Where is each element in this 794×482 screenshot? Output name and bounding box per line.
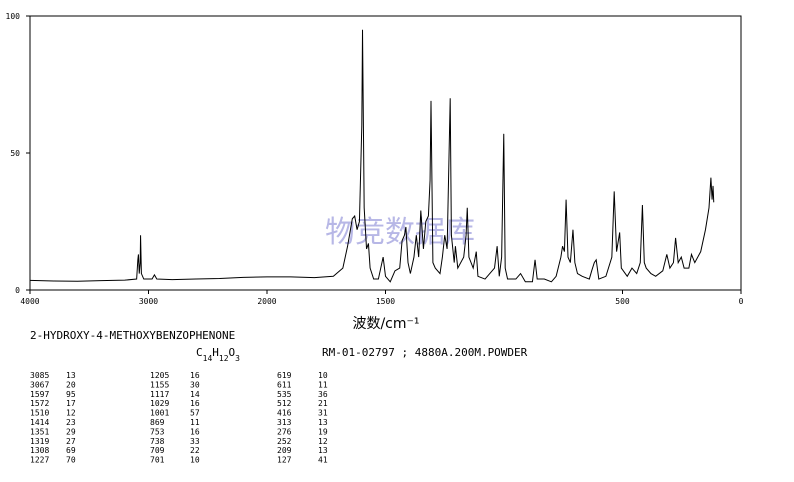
peak-wavenumber: 127 (277, 456, 292, 465)
peak-intensity: 36 (318, 390, 328, 399)
peak-wavenumber: 1510 (30, 409, 49, 418)
peak-intensity: 70 (66, 456, 76, 465)
peak-intensity: 69 (66, 446, 76, 455)
peak-wavenumber: 1414 (30, 418, 49, 427)
peak-intensity: 11 (318, 380, 328, 389)
peak-wavenumber: 869 (150, 418, 165, 427)
formula: C14H12O3 (196, 346, 240, 363)
peak-wavenumber: 1117 (150, 390, 169, 399)
peak-wavenumber: 1597 (30, 390, 49, 399)
peak-intensity: 16 (190, 427, 200, 436)
y-tick-label: 100 (6, 12, 21, 21)
peak-intensity: 12 (66, 409, 76, 418)
peak-intensity: 30 (190, 380, 200, 389)
peak-intensity: 23 (66, 418, 76, 427)
peak-wavenumber: 3085 (30, 371, 49, 380)
peak-intensity: 14 (190, 390, 200, 399)
peak-wavenumber: 709 (150, 446, 165, 455)
peak-intensity: 17 (66, 399, 76, 408)
peak-wavenumber: 1029 (150, 399, 169, 408)
peak-wavenumber: 3067 (30, 380, 49, 389)
peak-wavenumber: 1319 (30, 437, 49, 446)
peak-intensity: 57 (190, 409, 200, 418)
peak-wavenumber: 313 (277, 418, 292, 427)
peak-wavenumber: 701 (150, 456, 165, 465)
peak-intensity: 21 (318, 399, 328, 408)
x-tick-label: 3000 (139, 297, 158, 306)
x-tick-label: 1500 (376, 297, 395, 306)
y-tick-label: 50 (10, 149, 20, 158)
peak-wavenumber: 1227 (30, 456, 49, 465)
peak-wavenumber: 1308 (30, 446, 49, 455)
peak-intensity: 10 (190, 456, 200, 465)
compound-name: 2-HYDROXY-4-METHOXYBENZOPHENONE (30, 329, 235, 342)
sample-info: RM-01-02797 ; 4880A.200M.POWDER (322, 346, 528, 359)
peak-wavenumber: 276 (277, 427, 292, 436)
peak-wavenumber: 611 (277, 380, 292, 389)
peak-wavenumber: 1572 (30, 399, 49, 408)
peak-wavenumber: 209 (277, 446, 292, 455)
peak-intensity: 95 (66, 390, 76, 399)
peak-wavenumber: 1155 (150, 380, 169, 389)
peak-intensity: 33 (190, 437, 200, 446)
peak-intensity: 19 (318, 427, 328, 436)
peak-intensity: 13 (66, 371, 76, 380)
peak-intensity: 16 (190, 371, 200, 380)
peak-wavenumber: 252 (277, 437, 292, 446)
peak-intensity: 13 (318, 446, 328, 455)
peak-intensity: 13 (318, 418, 328, 427)
peak-intensity: 16 (190, 399, 200, 408)
x-tick-label: 2000 (257, 297, 276, 306)
peak-wavenumber: 738 (150, 437, 165, 446)
peak-intensity: 11 (190, 418, 200, 427)
peak-intensity: 41 (318, 456, 328, 465)
peak-wavenumber: 619 (277, 371, 292, 380)
peak-wavenumber: 1001 (150, 409, 169, 418)
peak-intensity: 31 (318, 409, 328, 418)
y-tick-label: 0 (15, 286, 20, 295)
x-tick-label: 0 (739, 297, 744, 306)
peak-wavenumber: 753 (150, 427, 165, 436)
peak-intensity: 10 (318, 371, 328, 380)
peak-wavenumber: 1205 (150, 371, 169, 380)
peak-intensity: 27 (66, 437, 76, 446)
x-tick-label: 4000 (20, 297, 39, 306)
peak-wavenumber: 416 (277, 409, 292, 418)
x-axis-label: 波数/cm⁻¹ (352, 316, 419, 332)
peak-wavenumber: 512 (277, 399, 292, 408)
peak-wavenumber: 1351 (30, 427, 49, 436)
peak-intensity: 22 (190, 446, 200, 455)
peak-intensity: 29 (66, 427, 76, 436)
peak-wavenumber: 535 (277, 390, 292, 399)
peak-intensity: 12 (318, 437, 328, 446)
x-tick-label: 500 (615, 297, 630, 306)
spectrum-line (29, 29, 715, 283)
peak-intensity: 20 (66, 380, 76, 389)
